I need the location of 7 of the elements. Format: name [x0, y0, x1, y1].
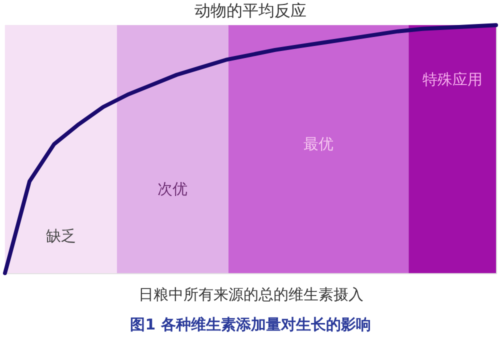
annotation: 最优 [304, 135, 334, 154]
annotation: 次优 [158, 180, 188, 198]
annotation: 缺乏 [46, 226, 76, 245]
x-axis-title: 日粮中所有来源的总的维生素摄入 [138, 285, 364, 304]
caption: 图1 各种维生素添加量对生长的影响 [130, 316, 371, 334]
chart-title: 动物的平均反应 [194, 1, 306, 20]
annotation: 特殊应用 [422, 70, 482, 89]
